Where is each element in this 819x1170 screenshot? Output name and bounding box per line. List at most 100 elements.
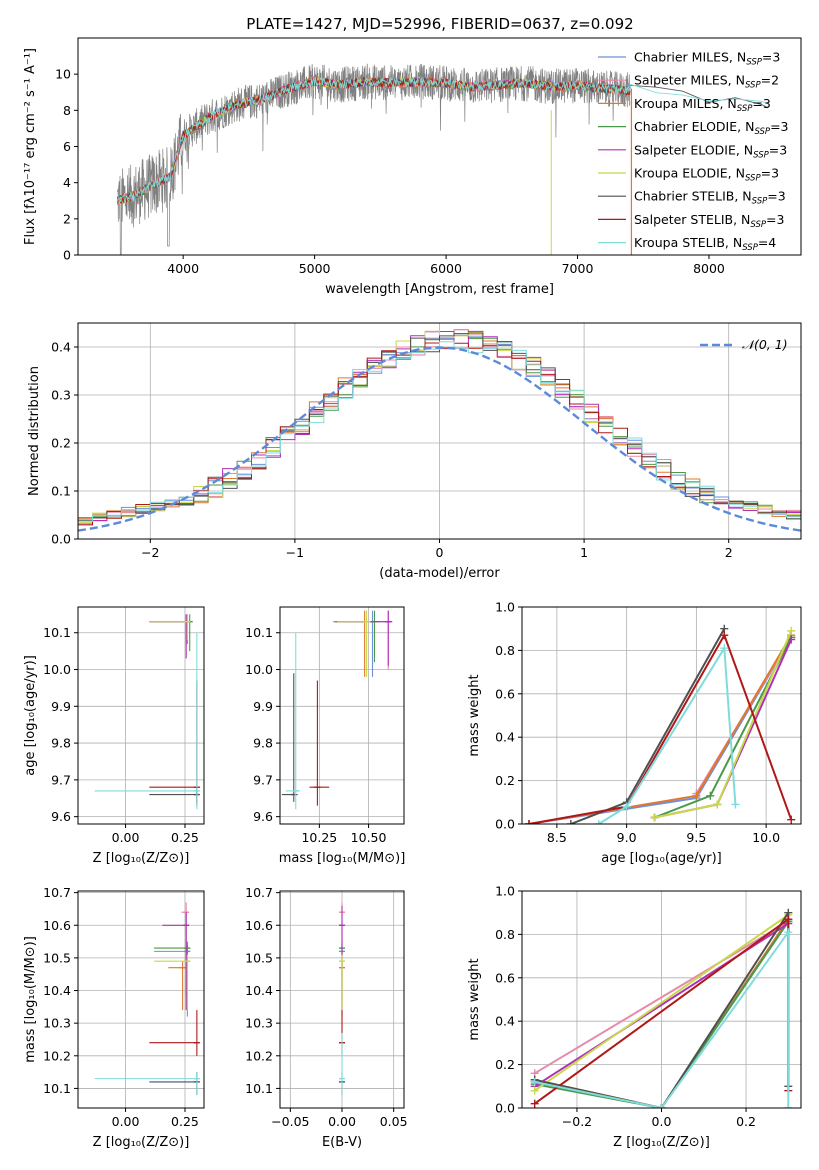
y-tick-label: 10.1: [43, 1081, 71, 1096]
y-tick-label: 9.7: [253, 772, 273, 787]
x-tick-label: 10.50: [351, 830, 387, 845]
x-tick-label: 10.25: [301, 830, 337, 845]
y-tick-label: 0.6: [495, 686, 515, 701]
y-tick-label: 6: [63, 139, 71, 154]
y-tick-label: 10.7: [245, 885, 273, 900]
weight-point-marker: [530, 1099, 539, 1108]
y-tick-label: 10.1: [43, 625, 71, 640]
x-axis-label: (data-model)/error: [379, 566, 500, 581]
x-tick-label: 6000: [430, 261, 462, 276]
weight-point-marker: [594, 820, 603, 824]
weight-point-marker: [530, 1077, 539, 1086]
weight-point-marker: [524, 820, 533, 824]
x-tick-label: 0.00: [328, 1114, 356, 1129]
weight-series-line: [534, 920, 790, 1108]
y-tick-label: 10.4: [43, 983, 71, 998]
y-tick-label: 9.9: [51, 699, 71, 714]
normal-distribution-curve: [78, 346, 801, 532]
chart-spectrum: 4000 5000 6000 7000 8000 0 2 4 6 8 10 wavelength [A…: [23, 37, 802, 297]
y-tick-label: 0.0: [495, 1101, 515, 1116]
weight-point-marker: [787, 626, 796, 635]
y-tick-label: 0.2: [495, 1057, 515, 1072]
x-tick-label: 0.05: [380, 1114, 408, 1129]
x-axis-label: Z [log₁₀(Z/Z⊙)]: [93, 851, 190, 866]
y-axis-label: Normed distribution: [27, 366, 42, 496]
x-tick-label: 8000: [693, 261, 725, 276]
weight-series-line: [598, 647, 737, 824]
x-axis-label: Z [log₁₀(Z/Z⊙)]: [93, 1135, 190, 1150]
y-tick-label: 9.7: [51, 772, 71, 787]
weight-series-line: [654, 630, 793, 819]
spectrum-plot-area: [116, 63, 769, 255]
weight-series-line: [528, 634, 793, 824]
y-tick-label: 0.0: [51, 532, 71, 547]
x-tick-label: 9.5: [686, 830, 706, 845]
x-tick-label: 0.00: [112, 1114, 140, 1129]
weight-series-line: [534, 920, 789, 1075]
weight-series-line: [528, 636, 793, 824]
y-tick-label: 9.8: [51, 736, 71, 751]
model-spectrum-line: [116, 76, 631, 204]
weight-series-line: [534, 914, 789, 1092]
mass-vs-Z-plot-area: [94, 902, 200, 1095]
y-axis-label: mass [log₁₀(M/M⊙)]: [23, 936, 38, 1063]
x-tick-label: 5000: [299, 261, 331, 276]
x-tick-label: 9.0: [617, 830, 637, 845]
weight-point-marker: [706, 791, 715, 800]
y-tick-label: 0: [63, 248, 71, 263]
y-axis-label: mass weight: [467, 958, 482, 1040]
chart-residuals: −2 −1 0 1 2 0.0 0.1 0.2 0.3 0.4 (data-model)/error…: [27, 322, 802, 581]
y-tick-label: 9.6: [51, 809, 71, 824]
chart-mass-vs-Z: 0.00 0.25 10.1 10.2 10.3 10.4 10.5 10.6 10.7 Z [l…: [23, 885, 205, 1150]
y-tick-label: 9.8: [253, 736, 273, 751]
legend-label: Salpeter STELIB, NSSP=3: [634, 212, 784, 230]
weight-point-marker: [713, 800, 722, 809]
model-spectrum-line: [117, 77, 631, 204]
y-tick-label: 0.4: [495, 730, 515, 745]
weight-point-marker: [720, 631, 729, 640]
weight-vs-Z-plot-area: [530, 908, 793, 1108]
model-spectrum-line: [116, 76, 769, 205]
y-tick-label: 10.6: [43, 918, 71, 933]
x-tick-label: −0.05: [271, 1114, 309, 1129]
y-tick-label: 10.3: [245, 1016, 273, 1031]
axes-frame: [521, 606, 802, 825]
y-tick-label: 1.0: [495, 884, 515, 899]
y-tick-label: 10.2: [43, 1048, 71, 1063]
x-tick-label: 1: [580, 545, 588, 560]
chart-weight-vs-age: 8.5 9.0 9.5 10.0 0.0 0.2 0.4 0.6 0.8 1.0 age [log₁…: [467, 600, 802, 866]
x-tick-label: 10.0: [752, 830, 780, 845]
y-tick-label: 0.8: [495, 643, 515, 658]
model-spectrum-line: [116, 75, 631, 205]
x-tick-label: 2: [725, 545, 733, 560]
x-tick-label: 0.2: [736, 1114, 756, 1129]
y-tick-label: 8: [63, 103, 71, 118]
model-spectrum-line: [116, 76, 631, 205]
x-tick-label: −2: [141, 545, 159, 560]
weight-series-line: [534, 931, 790, 1108]
observed-spectrum-line: [117, 63, 631, 255]
x-axis-label: E(B-V): [322, 1135, 362, 1150]
residual-histogram-kroupa-stelib: [78, 341, 801, 522]
mass-vs-EBV-plot-area: [339, 902, 345, 1095]
x-tick-label: 0.25: [171, 1114, 199, 1129]
x-tick-label: 7000: [562, 261, 594, 276]
y-tick-label: 10.6: [245, 918, 273, 933]
chart-mass-vs-EBV: −0.05 0.00 0.05 10.1 10.2 10.3 10.4 10.5 10.6 10.…: [245, 885, 407, 1150]
y-tick-label: 0.3: [51, 388, 71, 403]
spectrum-legend: Chabrier MILES, NSSP=3 Salpeter MILES, NS…: [598, 50, 789, 253]
legend-label: Kroupa MILES, NSSP=3: [634, 96, 771, 114]
y-tick-label: 0.4: [495, 1014, 515, 1029]
legend-label: Chabrier STELIB, NSSP=3: [634, 189, 786, 207]
chart-age-vs-mass: 10.25 10.50 9.6 9.7 9.8 9.9 10.0 10.1 mass [log₁…: [245, 606, 405, 866]
x-axis-label: Z [log₁₀(Z/Z⊙)]: [613, 1135, 710, 1150]
x-tick-label: −0.2: [562, 1114, 592, 1129]
legend-label: Salpeter ELODIE, NSSP=3: [634, 142, 787, 160]
weight-point-marker: [530, 1086, 539, 1095]
axes-frame: [77, 890, 205, 1109]
y-tick-label: 4: [63, 175, 71, 190]
y-axis-label: mass weight: [467, 674, 482, 756]
y-tick-label: 10.0: [245, 662, 273, 677]
x-tick-label: −1: [286, 545, 304, 560]
